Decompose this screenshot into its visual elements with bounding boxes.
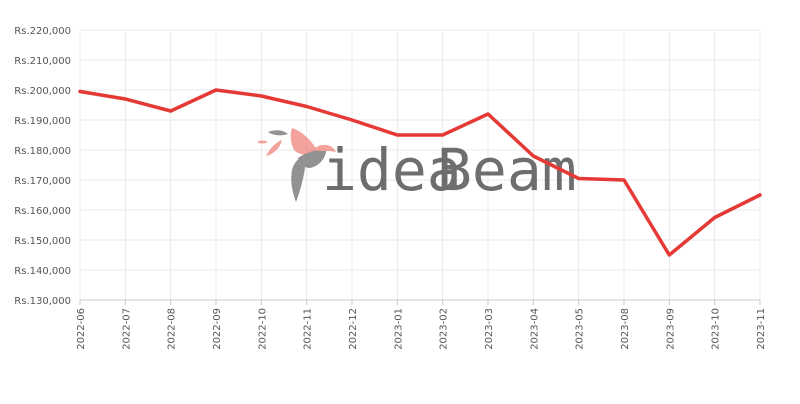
grid <box>79 29 761 305</box>
x-tick-label: 2022-06 <box>76 308 87 350</box>
x-tick-label: 2023-08 <box>620 308 631 350</box>
data-point <box>169 109 173 113</box>
y-tick-label: Rs.210,000 <box>14 56 71 67</box>
data-point <box>78 90 82 93</box>
y-tick-label: Rs.150,000 <box>14 236 71 247</box>
series-layer <box>78 88 762 257</box>
x-tick-label: 2023-01 <box>393 308 404 350</box>
y-tick-label: Rs.200,000 <box>14 86 71 97</box>
data-point <box>259 94 263 98</box>
x-tick-label: 2022-08 <box>167 308 178 350</box>
x-tick-label: 2023-10 <box>711 308 722 350</box>
feather-bird-icon <box>257 128 336 202</box>
x-tick-label: 2022-09 <box>212 308 223 350</box>
y-tick-label: Rs.140,000 <box>14 266 71 277</box>
x-tick-label: 2023-11 <box>756 308 767 350</box>
data-point <box>713 216 717 219</box>
x-tick-label: 2022-12 <box>348 308 359 350</box>
data-point <box>214 88 218 92</box>
y-tick-label: Rs.160,000 <box>14 206 71 217</box>
data-point <box>486 112 490 116</box>
y-tick-label: Rs.170,000 <box>14 176 71 187</box>
x-tick-label: 2023-04 <box>529 308 540 350</box>
x-tick-label: 2022-10 <box>257 308 268 350</box>
data-point <box>577 177 581 180</box>
x-tick-label: 2023-03 <box>484 308 495 350</box>
watermark-text-idea: idea <box>322 136 462 204</box>
series-line <box>78 88 762 257</box>
data-point <box>622 178 626 182</box>
data-point <box>395 133 399 137</box>
y-tick-label: Rs.180,000 <box>14 146 71 157</box>
ideabeam-watermark: idea Beam <box>257 128 577 204</box>
x-tick-label: 2023-09 <box>665 308 676 350</box>
x-tick-label: 2023-05 <box>575 308 586 350</box>
data-point <box>531 154 535 158</box>
x-tick-label: 2022-07 <box>121 308 132 350</box>
data-point <box>441 133 445 137</box>
x-tick-label: 2022-11 <box>303 308 314 350</box>
y-axis-ticks: Rs.130,000 Rs.140,000 Rs.150,000 Rs.160,000… <box>14 26 71 307</box>
watermark-text-beam: Beam <box>437 136 577 204</box>
data-point <box>667 253 671 257</box>
data-point <box>758 193 762 197</box>
data-point <box>350 118 354 122</box>
data-point <box>123 97 127 101</box>
y-tick-label: Rs.190,000 <box>14 116 71 127</box>
y-tick-label: Rs.130,000 <box>14 296 71 307</box>
y-tick-label: Rs.220,000 <box>14 26 71 37</box>
data-point <box>305 105 309 108</box>
x-tick-label: 2023-02 <box>439 308 450 350</box>
x-axis-ticks: 2022-06 2022-07 2022-08 2022-09 2022-10 2022-… <box>76 308 767 350</box>
